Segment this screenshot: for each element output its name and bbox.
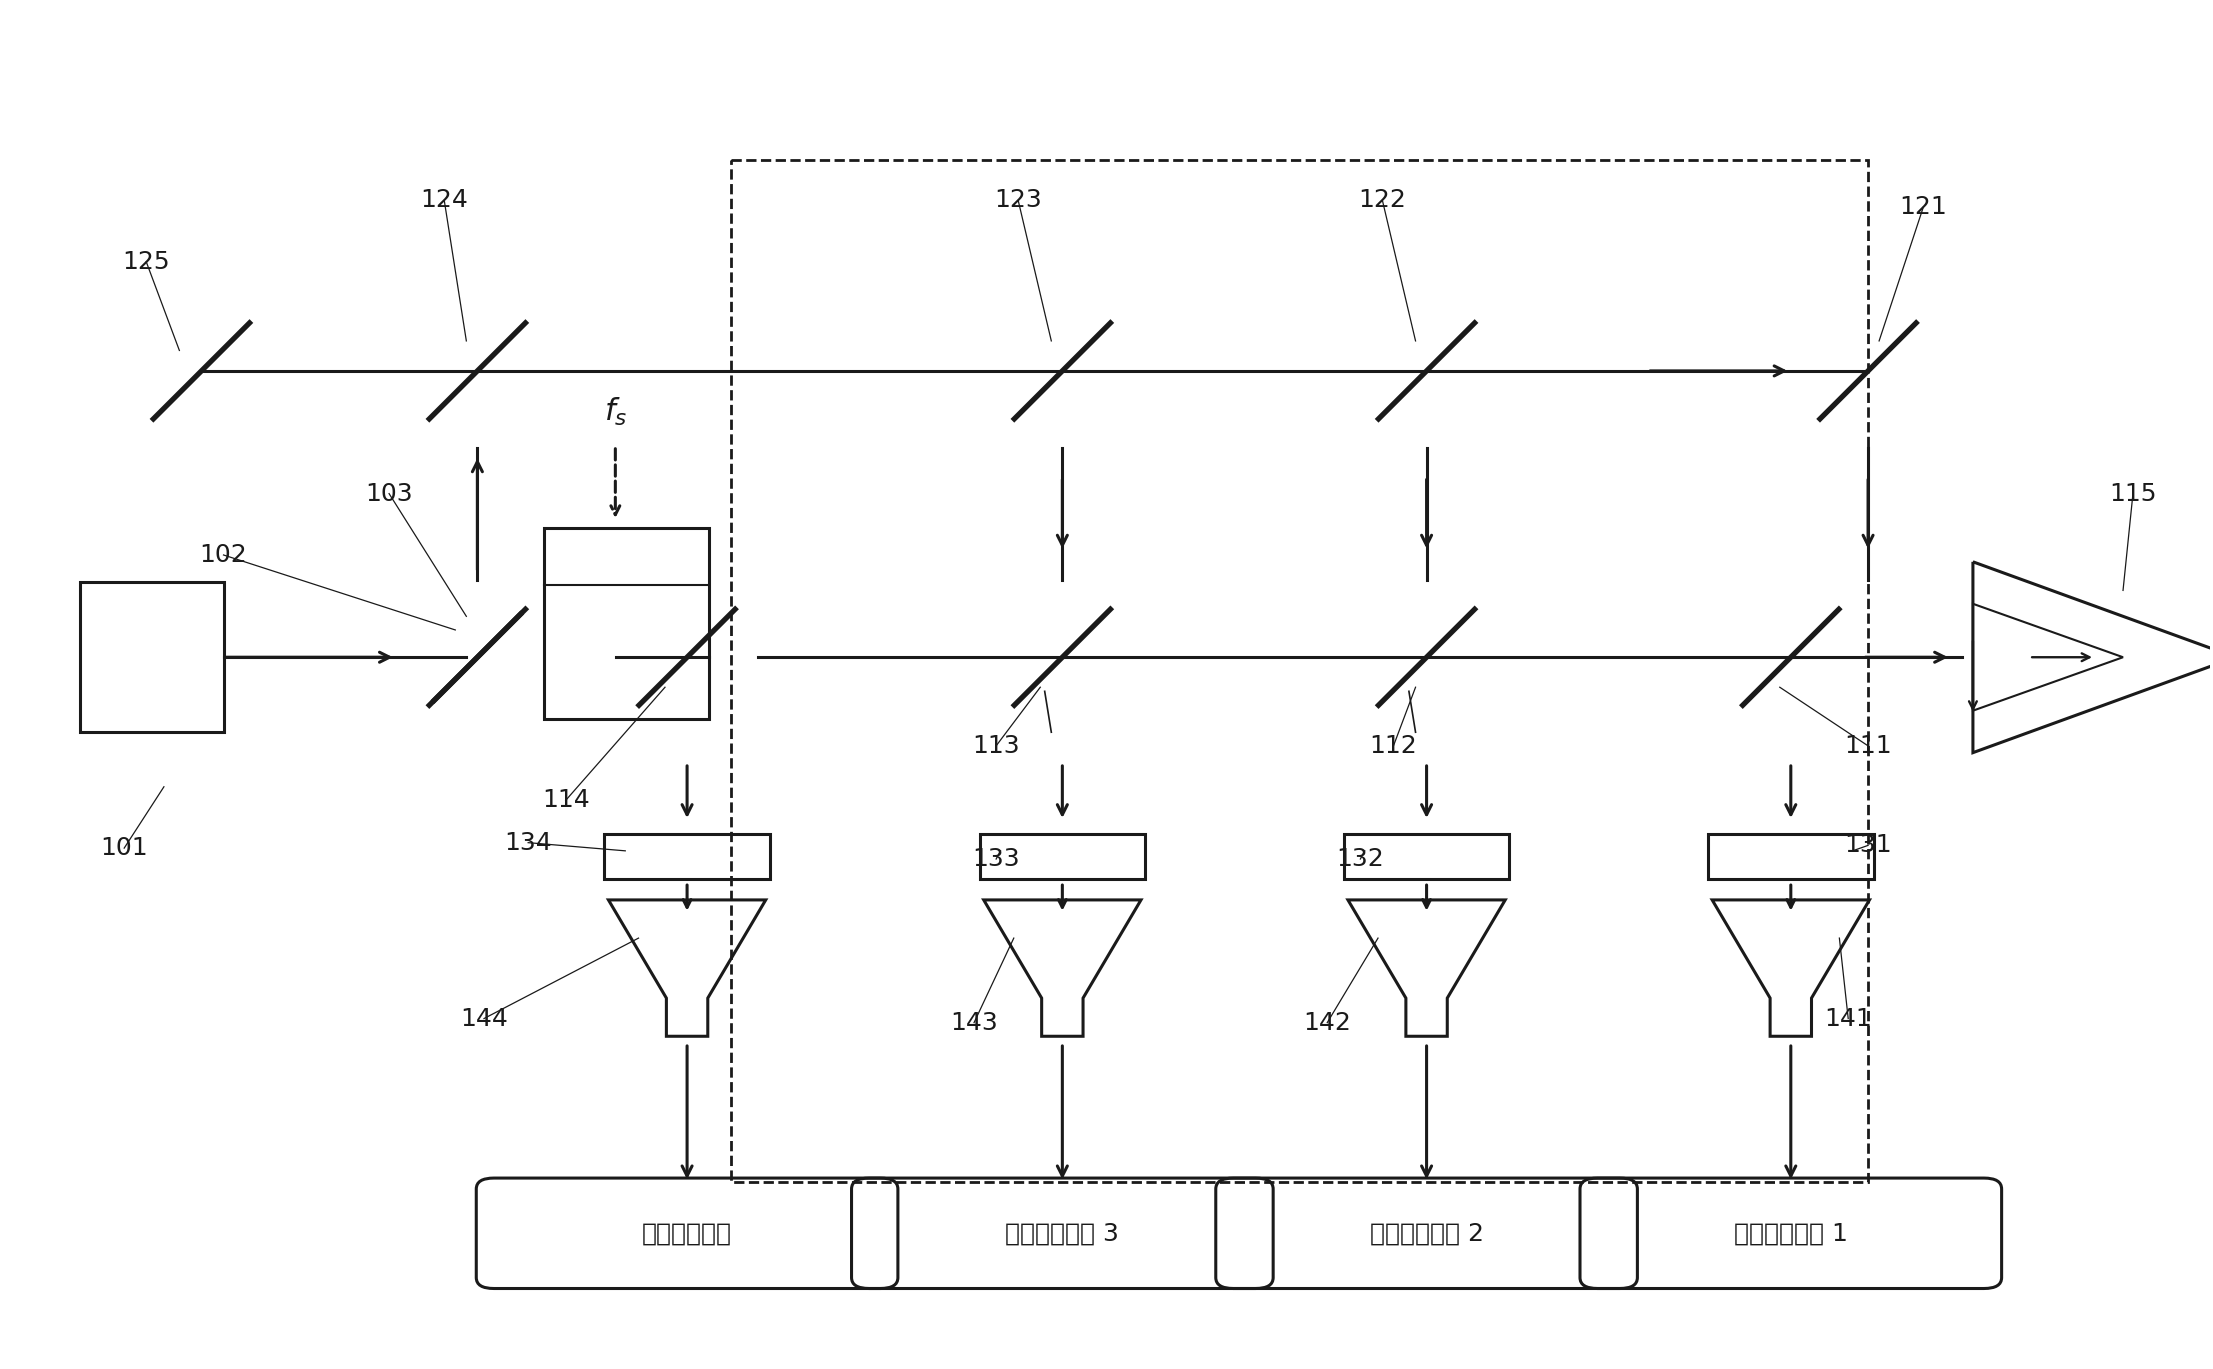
Text: 103: 103 <box>365 482 414 505</box>
Text: 参考信号输出: 参考信号输出 <box>642 1221 733 1246</box>
Text: 114: 114 <box>542 789 589 812</box>
Text: 测量信号输出 1: 测量信号输出 1 <box>1733 1221 1848 1246</box>
Text: 141: 141 <box>1824 1006 1872 1031</box>
Text: 101: 101 <box>100 836 148 860</box>
Text: 123: 123 <box>994 189 1042 212</box>
Text: 测量信号输出 3: 测量信号输出 3 <box>1005 1221 1120 1246</box>
Bar <box>1708 835 1874 879</box>
Text: 142: 142 <box>1303 1010 1352 1035</box>
Text: 125: 125 <box>122 249 170 274</box>
Bar <box>604 835 770 879</box>
Text: 144: 144 <box>460 1006 509 1031</box>
Bar <box>544 527 708 719</box>
Text: $f_s$: $f_s$ <box>604 396 626 428</box>
Text: 134: 134 <box>505 831 551 854</box>
Text: 111: 111 <box>1843 734 1892 758</box>
Text: 124: 124 <box>420 189 469 212</box>
Text: 131: 131 <box>1843 834 1892 857</box>
Text: 143: 143 <box>949 1010 998 1035</box>
Text: 113: 113 <box>972 734 1020 758</box>
Text: 121: 121 <box>1899 196 1947 219</box>
Text: 112: 112 <box>1370 734 1416 758</box>
Text: 133: 133 <box>972 847 1020 871</box>
Text: 115: 115 <box>2109 482 2158 505</box>
Text: 122: 122 <box>1359 189 1407 212</box>
Bar <box>980 835 1144 879</box>
Bar <box>730 160 1868 1183</box>
Text: 测量信号输出 2: 测量信号输出 2 <box>1370 1221 1483 1246</box>
Text: 102: 102 <box>199 543 248 567</box>
Text: 132: 132 <box>1337 847 1383 871</box>
Bar <box>80 582 224 732</box>
Bar <box>1343 835 1509 879</box>
